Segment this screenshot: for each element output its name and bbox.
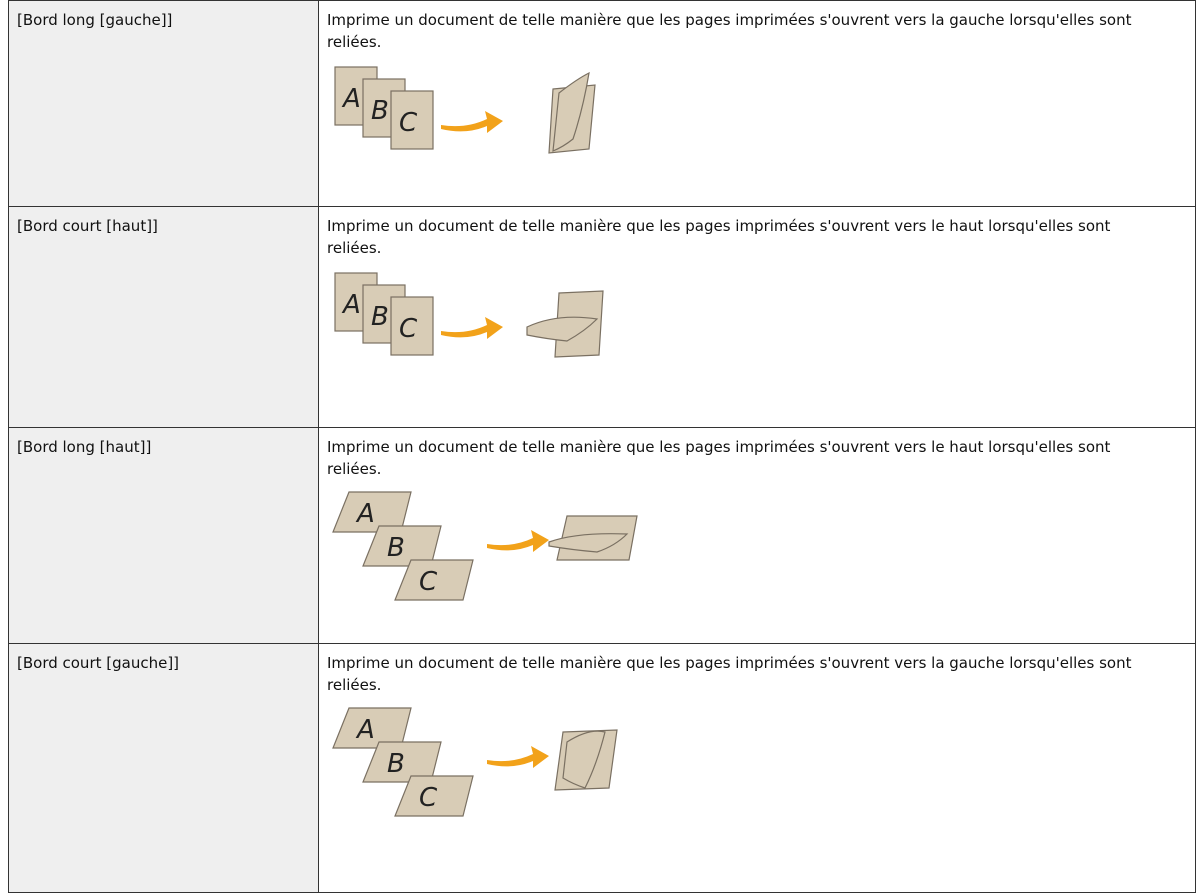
result-fold	[526, 316, 599, 342]
option-label: [Bord court [haut]]	[17, 217, 158, 235]
illustration: A B C	[334, 272, 604, 358]
option-cell: [Bord court [gauche]]	[8, 643, 319, 893]
result-fold	[548, 533, 629, 553]
arrow	[441, 111, 503, 133]
arrow	[487, 746, 549, 768]
description: Imprime un document de telle manière que…	[327, 11, 1132, 51]
illustration: A B C	[332, 491, 638, 601]
description: Imprime un document de telle manière que…	[327, 654, 1132, 694]
description: Imprime un document de telle manière que…	[327, 217, 1111, 257]
page	[394, 559, 474, 601]
description-cell: Imprime un document de telle manière que…	[318, 643, 1196, 893]
page-letter: B	[371, 96, 389, 126]
description-cell: Imprime un document de telle manière que…	[318, 427, 1196, 644]
option-cell: [Bord long [haut]]	[8, 427, 319, 644]
page-letter: C	[399, 108, 418, 138]
page	[394, 775, 474, 817]
page-letter: C	[419, 783, 438, 813]
page-letter: A	[341, 290, 361, 320]
row: [Bord long [gauche]] Imprime un document…	[8, 0, 1196, 207]
page-letter: A	[355, 715, 375, 745]
illustration: A B C	[332, 707, 618, 817]
row: [Bord long [haut]] Imprime un document d…	[8, 427, 1196, 644]
option-label: [Bord long [haut]]	[17, 438, 152, 456]
page-letter: C	[419, 567, 438, 597]
page-letter: A	[341, 84, 361, 114]
option-cell: [Bord court [haut]]	[8, 206, 319, 428]
page-letter: C	[399, 314, 418, 344]
options-table: [Bord long [gauche]] Imprime un document…	[8, 0, 1196, 893]
description-cell: Imprime un document de telle manière que…	[318, 206, 1196, 428]
result-fold	[562, 730, 606, 789]
result-fold	[552, 71, 590, 152]
page-letter: B	[387, 533, 405, 563]
page-letter: B	[371, 302, 389, 332]
page: [Bord long [gauche]] Imprime un document…	[8, 0, 1196, 893]
arrow	[441, 317, 503, 339]
page-letter: B	[387, 749, 405, 779]
description-cell: Imprime un document de telle manière que…	[318, 0, 1196, 207]
page-letter: A	[355, 499, 375, 529]
description: Imprime un document de telle manière que…	[327, 438, 1111, 478]
option-cell: [Bord long [gauche]]	[8, 0, 319, 207]
page	[390, 296, 434, 356]
arrow	[487, 530, 549, 552]
page	[390, 90, 434, 150]
illustration: A B C	[334, 66, 596, 154]
row: [Bord court [gauche]] Imprime un documen…	[8, 643, 1196, 893]
option-label: [Bord court [gauche]]	[17, 654, 180, 672]
option-label: [Bord long [gauche]]	[17, 11, 173, 29]
row: [Bord court [haut]] Imprime un document …	[8, 206, 1196, 428]
